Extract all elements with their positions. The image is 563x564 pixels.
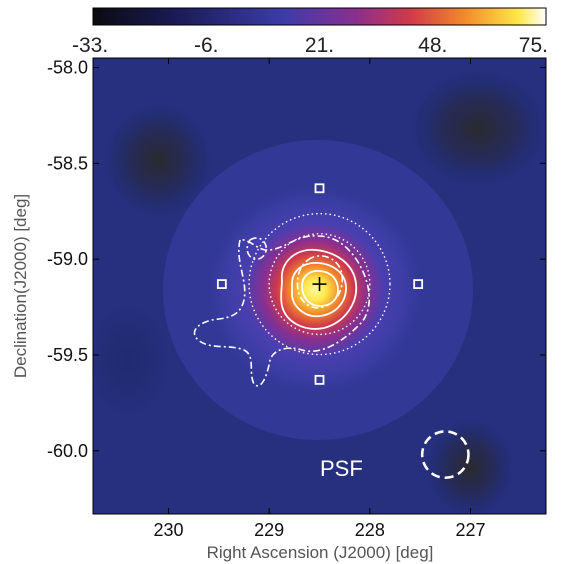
dashed-contour-inner [296,255,344,309]
square-marker [216,279,227,289]
x-tick-label: 228 [355,520,385,540]
y-tick-label: -58.5 [47,153,88,173]
colorbar-tick-label: -6. [194,34,219,57]
y-tick-label: -60.0 [47,441,88,461]
colorbar-tick-labels: -33. -6. 21. 48. 75. [72,34,548,57]
dark-region-top-right [408,68,546,188]
colorbar: -33. -6. 21. 48. 75. [72,7,548,57]
overlay-markers [216,183,470,480]
heatmap-area: PSF [93,58,546,514]
y-tick-label: -58.0 [47,58,88,78]
colorbar-gradient [92,7,547,26]
dark-region-bottom-right [425,418,515,514]
plot-frame [92,57,547,515]
square-marker [314,374,325,385]
dark-region-top-left [103,102,213,218]
dim-region-left [93,300,173,420]
dashed-contour-outer [193,235,371,387]
source-emission [203,182,427,398]
psf-label: PSF [320,456,363,481]
solid-contour-1 [280,249,358,330]
colorbar-tick-label: 21. [305,34,334,57]
solid-contour-3 [301,270,339,307]
x-tick-label: 229 [254,520,284,540]
colorbar-tick-label: 75. [519,34,548,57]
dotted-region-circle [248,212,391,356]
square-marker [413,279,424,289]
x-tick-label: 227 [455,520,485,540]
solid-contour-2 [291,262,347,318]
axis-ticks: 230 229 228 227 -58.0 -58.5 -59.0 -59.5 -60.0 [47,58,546,540]
x-axis-label: Right Ascension (J2000) [deg] [207,543,434,562]
dashed-contour-left-blob [246,237,268,261]
dotted-region-circle [268,233,371,336]
psf-circle [420,430,470,480]
square-marker [314,183,325,194]
x-tick-label: 230 [153,520,183,540]
colorbar-tick-label: 48. [418,34,447,57]
y-tick-label: -59.5 [47,345,88,365]
y-tick-label: -59.0 [47,249,88,269]
y-axis-label: Declination(J2000) [deg] [11,194,30,378]
colorbar-tick-label: -33. [72,34,108,57]
